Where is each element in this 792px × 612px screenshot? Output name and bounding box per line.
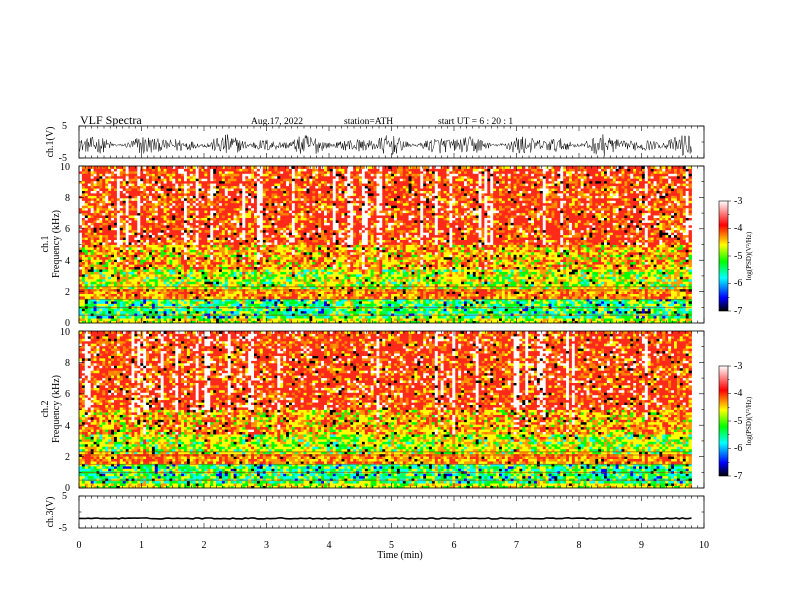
xtick-3: 3 bbox=[264, 540, 269, 551]
start-time-label: start UT = 6 : 20 : 1 bbox=[438, 117, 513, 127]
ch2-ytick-2: 2 bbox=[65, 452, 70, 463]
ch1-cb-tick-m7: -7 bbox=[734, 306, 742, 317]
ch1-ytick-4: 4 bbox=[65, 256, 70, 267]
xtick-9: 9 bbox=[639, 540, 644, 551]
ch1-cb-tick-m6: -6 bbox=[734, 278, 742, 289]
station-label: station=ATH bbox=[344, 117, 393, 127]
ch1-waveform-ylabel: ch.1(V) bbox=[45, 127, 56, 158]
xtick-4: 4 bbox=[327, 540, 332, 551]
ch1-cb-tick-m4: -4 bbox=[734, 223, 742, 234]
ch1-waveform-trace bbox=[79, 134, 692, 156]
xtick-6: 6 bbox=[452, 540, 457, 551]
xtick-1: 1 bbox=[139, 540, 144, 551]
ch2-spectrogram-ylabel-channel: ch.2 bbox=[40, 401, 51, 418]
ch1-ytick-2: 2 bbox=[65, 287, 70, 298]
ch2-cb-tick-m7: -7 bbox=[734, 471, 742, 482]
xtick-2: 2 bbox=[202, 540, 207, 551]
xtick-8: 8 bbox=[577, 540, 582, 551]
x-axis: 0 1 2 3 4 5 6 7 8 9 10 Time (min) bbox=[77, 540, 710, 561]
x-axis-label: Time (min) bbox=[377, 550, 422, 561]
ch2-spectrogram-panel: 0 2 4 6 8 10 ch.2 Frequency (kHz) -3 -4 … bbox=[40, 327, 753, 494]
ch1-ytick-8: 8 bbox=[65, 193, 70, 204]
ch1-spectrogram-ylabel-channel: ch.1 bbox=[40, 236, 51, 253]
figure-title: VLF Spectra bbox=[80, 113, 142, 127]
ch3-waveform-ylabel: ch.3(V) bbox=[45, 497, 56, 528]
date-label: Aug.17, 2022 bbox=[251, 117, 303, 127]
ch3-ytick-top: 5 bbox=[62, 491, 67, 502]
ch2-colorbar-ticks bbox=[728, 366, 731, 476]
ch2-ytick-8: 8 bbox=[65, 358, 70, 369]
ch1-spectrogram-image bbox=[79, 166, 704, 323]
ch1-waveform-panel: 5 -5 ch.1(V) bbox=[45, 121, 704, 164]
ch1-cb-tick-m5: -5 bbox=[734, 251, 742, 262]
ch1-ytick-10: 10 bbox=[60, 162, 70, 173]
ch2-cb-tick-m4: -4 bbox=[734, 388, 742, 399]
ch3-waveform-panel: 5 -5 ch.3(V) bbox=[45, 491, 704, 534]
ch1-spectrogram-ylabel-frequency: Frequency (kHz) bbox=[51, 210, 62, 278]
xtick-7: 7 bbox=[514, 540, 519, 551]
ch1-ytick-top: 5 bbox=[62, 121, 67, 132]
ch2-ytick-10: 10 bbox=[60, 327, 70, 338]
ch2-cb-tick-m3: -3 bbox=[734, 361, 742, 372]
ch3-waveform-trace bbox=[79, 518, 692, 519]
ch2-cb-tick-m5: -5 bbox=[734, 416, 742, 427]
ch2-spectrogram-ylabel-frequency: Frequency (kHz) bbox=[51, 375, 62, 443]
ch2-cb-tick-m6: -6 bbox=[734, 443, 742, 454]
ch2-colorbar-label: log(PSD)(V²/Hz) bbox=[745, 396, 753, 445]
ch1-spectrogram-panel: 0 2 4 6 8 10 ch.1 Frequency (kHz) -3 -4 … bbox=[40, 162, 753, 329]
ch1-ytick-6: 6 bbox=[65, 224, 70, 235]
ch2-spectrogram-image bbox=[79, 331, 704, 488]
ch1-colorbar-ticks bbox=[728, 201, 731, 311]
ch2-colorbar bbox=[719, 366, 728, 476]
ch1-colorbar bbox=[719, 201, 728, 311]
ch2-ytick-4: 4 bbox=[65, 421, 70, 432]
ch2-ytick-6: 6 bbox=[65, 389, 70, 400]
ch1-colorbar-label: log(PSD)(V²/Hz) bbox=[745, 231, 753, 280]
xtick-10: 10 bbox=[699, 540, 709, 551]
ch3-waveform-ticks bbox=[79, 496, 704, 528]
ch3-ytick-bottom: -5 bbox=[59, 523, 67, 534]
ch1-cb-tick-m3: -3 bbox=[734, 196, 742, 207]
xtick-0: 0 bbox=[77, 540, 82, 551]
